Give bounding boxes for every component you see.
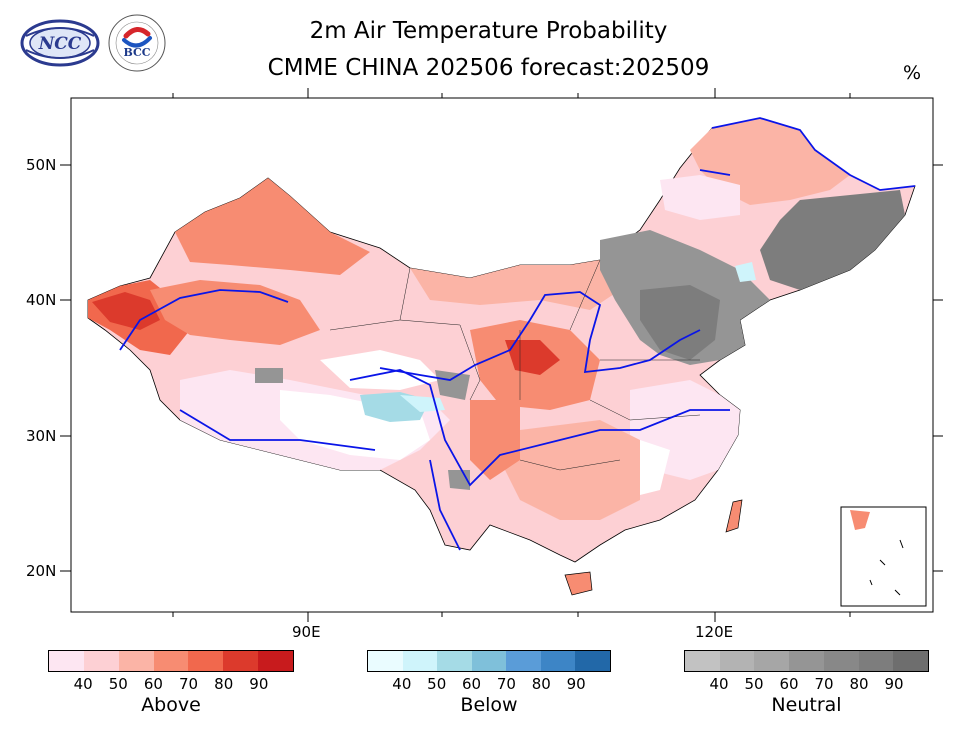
legend-tick-label: 80 <box>214 675 234 693</box>
legend-tick-label: 50 <box>427 675 447 693</box>
legend-tick-label: 80 <box>531 675 551 693</box>
legend-swatch <box>83 651 119 671</box>
chart-subtitle: CMME CHINA 202506 forecast:202509 <box>267 55 710 81</box>
south-china-sea-inset <box>840 506 927 607</box>
legend-tick-label: 60 <box>143 675 163 693</box>
axis-ticks <box>60 88 943 622</box>
lon-label-90e: 90E <box>292 623 321 641</box>
legend-tick-label: 70 <box>814 675 834 693</box>
legend-tick-label: 90 <box>884 675 904 693</box>
legend-swatch <box>506 651 541 671</box>
legend-swatch <box>893 651 929 671</box>
legend-neutral-ticks: 40 50 60 70 80 90 <box>684 672 929 694</box>
lat-label-30n: 30N <box>26 427 57 445</box>
legend-above-colorbar <box>48 650 294 672</box>
legend-swatch <box>823 651 859 671</box>
lon-label-120e: 120E <box>695 623 734 641</box>
legend-swatch <box>471 651 507 671</box>
legend-below-title: Below <box>460 694 518 716</box>
legend-swatch <box>540 651 576 671</box>
legend-neutral-title: Neutral <box>771 694 842 716</box>
legend-tick-label: 90 <box>249 675 269 693</box>
ncc-logo: NCC <box>20 19 100 67</box>
legend-tick-label: 40 <box>73 675 93 693</box>
legend-tick-label: 50 <box>744 675 764 693</box>
legend-above: 40 50 60 70 80 90 Above <box>48 650 294 716</box>
legend-above-ticks: 40 50 60 70 80 90 <box>48 672 294 694</box>
svg-text:NCC: NCC <box>38 34 82 54</box>
legend-tick-label: 50 <box>108 675 128 693</box>
legend-below-ticks: 40 50 60 70 80 90 <box>367 672 611 694</box>
lat-label-40n: 40N <box>26 291 57 309</box>
legend-tick-label: 70 <box>496 675 516 693</box>
legend-swatch <box>188 651 224 671</box>
legend-below: 40 50 60 70 80 90 Below <box>367 650 611 716</box>
lat-label-20n: 20N <box>26 562 57 580</box>
legend-above-title: Above <box>141 694 201 716</box>
legend-swatch <box>719 651 755 671</box>
legend-swatch <box>685 651 720 671</box>
legend-tick-label: 70 <box>179 675 199 693</box>
legend-tick-label: 40 <box>709 675 729 693</box>
legend-tick-label: 80 <box>849 675 869 693</box>
legend-swatch <box>858 651 894 671</box>
legend-swatch <box>258 651 294 671</box>
legend-swatch <box>575 651 611 671</box>
legend-below-colorbar <box>367 650 611 672</box>
legend-swatch <box>402 651 438 671</box>
svg-text:BCC: BCC <box>123 46 150 59</box>
legend-swatch <box>437 651 472 671</box>
legend-swatch <box>153 651 189 671</box>
legend-tick-label: 90 <box>566 675 586 693</box>
legend-tick-label: 60 <box>462 675 482 693</box>
legend-swatch <box>368 651 403 671</box>
legend-neutral: 40 50 60 70 80 90 Neutral <box>684 650 929 716</box>
lat-label-50n: 50N <box>26 156 57 174</box>
legend-swatch <box>223 651 259 671</box>
legend-tick-label: 40 <box>392 675 412 693</box>
legend-tick-label: 60 <box>779 675 799 693</box>
rivers <box>119 117 916 551</box>
legend-neutral-colorbar <box>684 650 929 672</box>
legend-swatch <box>754 651 790 671</box>
unit-label: % <box>903 62 922 84</box>
legend-swatch <box>789 651 824 671</box>
chart-title: 2m Air Temperature Probability <box>309 18 668 44</box>
bcc-logo: BCC <box>108 14 166 72</box>
legend-swatch <box>49 651 84 671</box>
legend-swatch <box>118 651 154 671</box>
